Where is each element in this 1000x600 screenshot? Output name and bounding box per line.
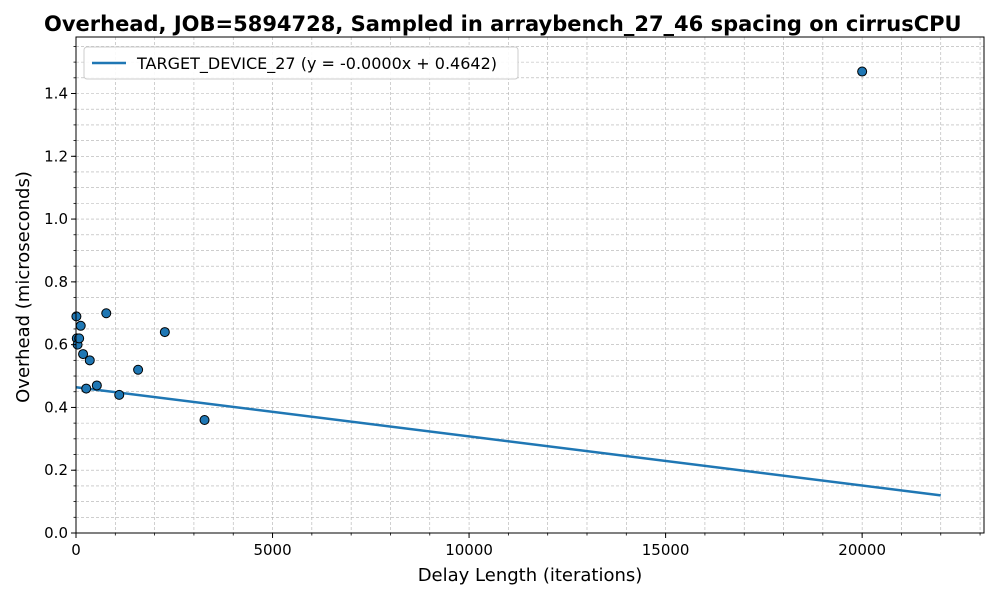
- y-tick-label: 1.0: [44, 210, 68, 228]
- y-tick-label: 0.0: [44, 524, 68, 542]
- x-tick-label: 10000: [445, 541, 493, 559]
- data-point: [159, 327, 170, 338]
- y-tick-label: 1.2: [44, 147, 68, 165]
- y-tick-label: 1.4: [44, 85, 68, 103]
- x-tick-label: 15000: [642, 541, 690, 559]
- x-tick-label: 20000: [838, 541, 886, 559]
- plot-frame: [75, 36, 985, 534]
- data-point: [857, 66, 868, 77]
- x-axis-ticks: 0 5000 10000 15000 20000: [71, 533, 981, 559]
- chart-title: Overhead, JOB=5894728, Sampled in arrayb…: [44, 12, 962, 36]
- data-point: [91, 380, 102, 391]
- x-tick-label: 5000: [253, 541, 291, 559]
- y-axis-label: Overhead (microseconds): [13, 171, 34, 403]
- y-axis-ticks: 0.0 0.2 0.4 0.6 0.8 1.0 1.2 1.4: [44, 46, 76, 542]
- data-point: [199, 414, 210, 425]
- data-point: [84, 355, 95, 366]
- data-point: [81, 383, 92, 394]
- fit-line-layer: [75, 386, 941, 497]
- x-axis-label: Delay Length (iterations): [418, 565, 643, 586]
- data-point: [78, 349, 89, 360]
- data-point: [133, 364, 144, 375]
- y-tick-label: 0.8: [44, 273, 68, 291]
- legend: TARGET_DEVICE_27 (y = -0.0000x + 0.4642): [83, 46, 519, 80]
- y-tick-label: 0.2: [44, 461, 68, 479]
- data-point: [114, 389, 125, 400]
- data-point: [101, 308, 112, 319]
- fit-line: [75, 386, 941, 497]
- grid: [75, 37, 984, 534]
- y-tick-label: 0.6: [44, 336, 68, 354]
- data-point: [74, 333, 85, 344]
- data-point: [75, 320, 86, 331]
- y-tick-label: 0.4: [44, 398, 68, 416]
- legend-box: [83, 46, 519, 80]
- legend-entry: TARGET_DEVICE_27 (y = -0.0000x + 0.4642): [136, 54, 497, 74]
- x-tick-label: 0: [71, 541, 81, 559]
